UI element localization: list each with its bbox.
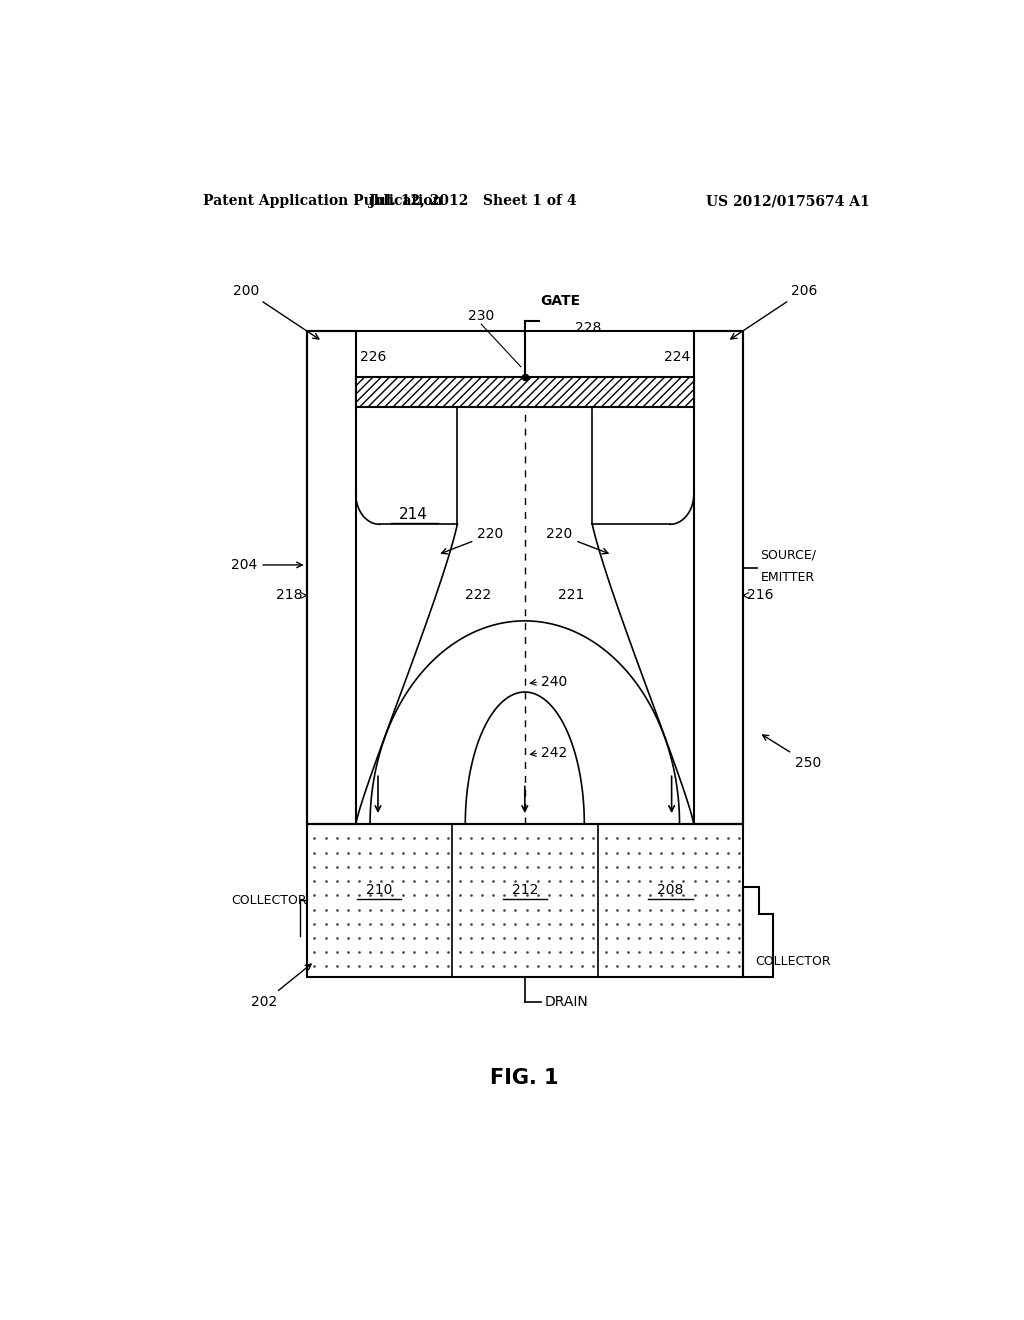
Text: 220: 220 <box>546 528 608 554</box>
Text: 216: 216 <box>748 589 773 602</box>
Text: FIG. 1: FIG. 1 <box>490 1068 559 1088</box>
Text: 200: 200 <box>232 284 318 339</box>
Text: DRAIN: DRAIN <box>545 995 589 1008</box>
Text: 226: 226 <box>359 350 386 363</box>
Text: SOURCE/: SOURCE/ <box>761 549 816 562</box>
Text: 214: 214 <box>399 507 428 521</box>
Bar <box>355 378 694 408</box>
Text: 212: 212 <box>512 883 538 898</box>
Text: EMITTER: EMITTER <box>761 572 815 585</box>
Text: 228: 228 <box>575 321 601 335</box>
Bar <box>306 824 743 977</box>
Text: COLLECTOR: COLLECTOR <box>231 894 307 907</box>
Text: 221: 221 <box>558 589 585 602</box>
Text: Jul. 12, 2012   Sheet 1 of 4: Jul. 12, 2012 Sheet 1 of 4 <box>370 194 578 209</box>
Text: COLLECTOR: COLLECTOR <box>755 954 830 968</box>
Text: 230: 230 <box>468 309 495 323</box>
Text: 208: 208 <box>657 883 684 898</box>
Text: 210: 210 <box>366 883 392 898</box>
Text: 218: 218 <box>276 589 303 602</box>
Text: 202: 202 <box>251 964 311 1008</box>
Bar <box>694 331 743 824</box>
Text: US 2012/0175674 A1: US 2012/0175674 A1 <box>707 194 870 209</box>
Text: 220: 220 <box>441 528 504 554</box>
Text: 242: 242 <box>541 746 567 760</box>
Text: Patent Application Publication: Patent Application Publication <box>204 194 443 209</box>
Bar <box>306 331 743 824</box>
Text: 224: 224 <box>664 350 690 363</box>
Text: 204: 204 <box>231 558 302 572</box>
Bar <box>306 331 355 824</box>
Text: 222: 222 <box>465 589 492 602</box>
Text: 240: 240 <box>541 675 567 689</box>
Text: 250: 250 <box>763 735 821 770</box>
Text: GATE: GATE <box>541 293 581 308</box>
Text: 206: 206 <box>731 284 817 339</box>
